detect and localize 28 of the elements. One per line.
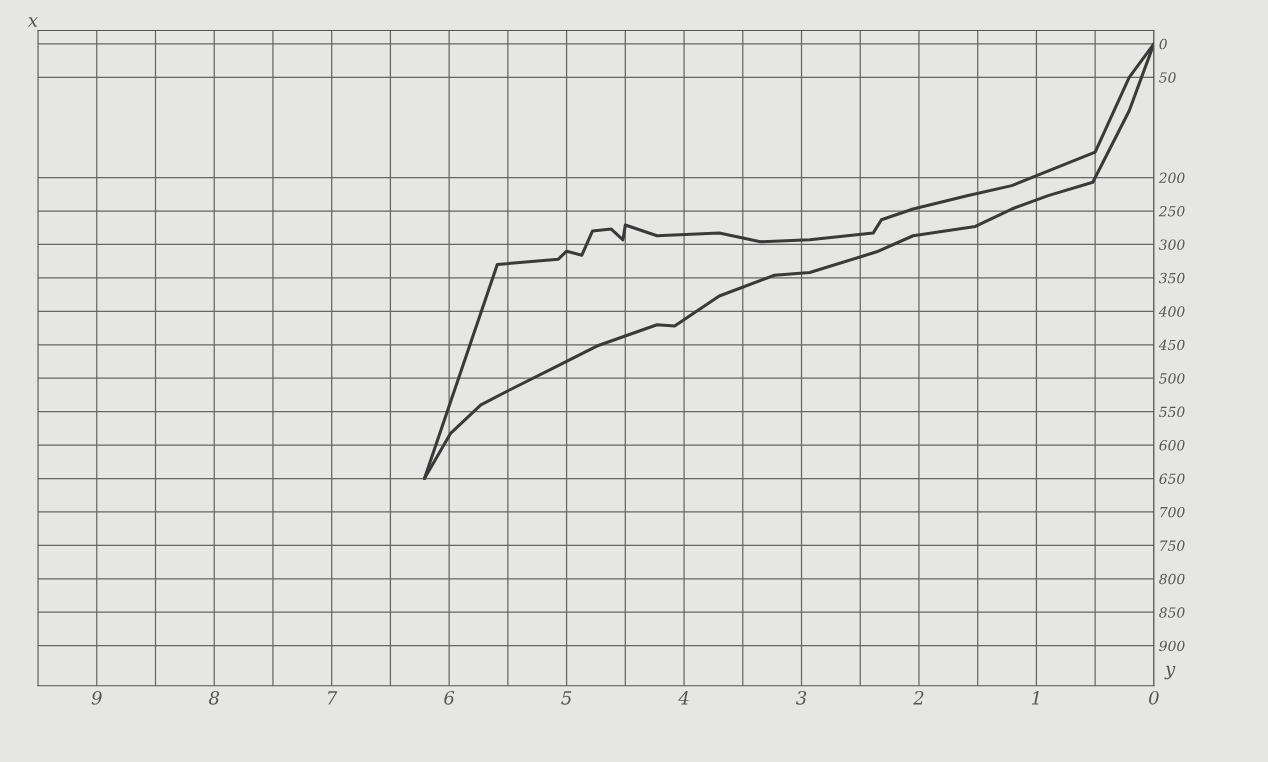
y-tick-label: 900 <box>1159 640 1185 652</box>
x-axis-title: x <box>27 17 38 27</box>
x-tick-label: 9 <box>91 690 102 705</box>
y-tick-label: 50 <box>1159 72 1176 83</box>
x-tick-label: 2 <box>913 690 924 705</box>
y-tick-label: 600 <box>1159 440 1185 451</box>
y-tick-label: 300 <box>1158 239 1185 250</box>
y-tick-label: 750 <box>1160 540 1185 551</box>
y-tick-label: 650 <box>1159 473 1185 484</box>
y-tick-label: 450 <box>1158 339 1185 351</box>
y-tick-label: 500 <box>1159 373 1185 384</box>
x-tick-label: 4 <box>678 690 689 705</box>
x-tick-label: 7 <box>328 691 338 705</box>
x-tick-label: 1 <box>1031 690 1039 705</box>
y-tick-label: 0 <box>1159 38 1167 50</box>
x-tick-label: 3 <box>795 690 807 705</box>
y-tick-label: 700 <box>1160 506 1185 518</box>
x-tick-label: 6 <box>444 690 455 705</box>
x-tick-label: 5 <box>561 691 572 705</box>
y-tick-label: 400 <box>1158 306 1185 317</box>
y-tick-label: 800 <box>1159 573 1185 585</box>
y-tick-label: 850 <box>1159 607 1185 618</box>
y-tick-label: 200 <box>1158 172 1185 184</box>
y-tick-label: 350 <box>1158 272 1185 284</box>
x-tick-label: 8 <box>209 690 220 705</box>
y-axis-title: y <box>1164 665 1176 680</box>
y-tick-label: 550 <box>1159 406 1185 418</box>
y-tick-label: 250 <box>1158 206 1185 217</box>
